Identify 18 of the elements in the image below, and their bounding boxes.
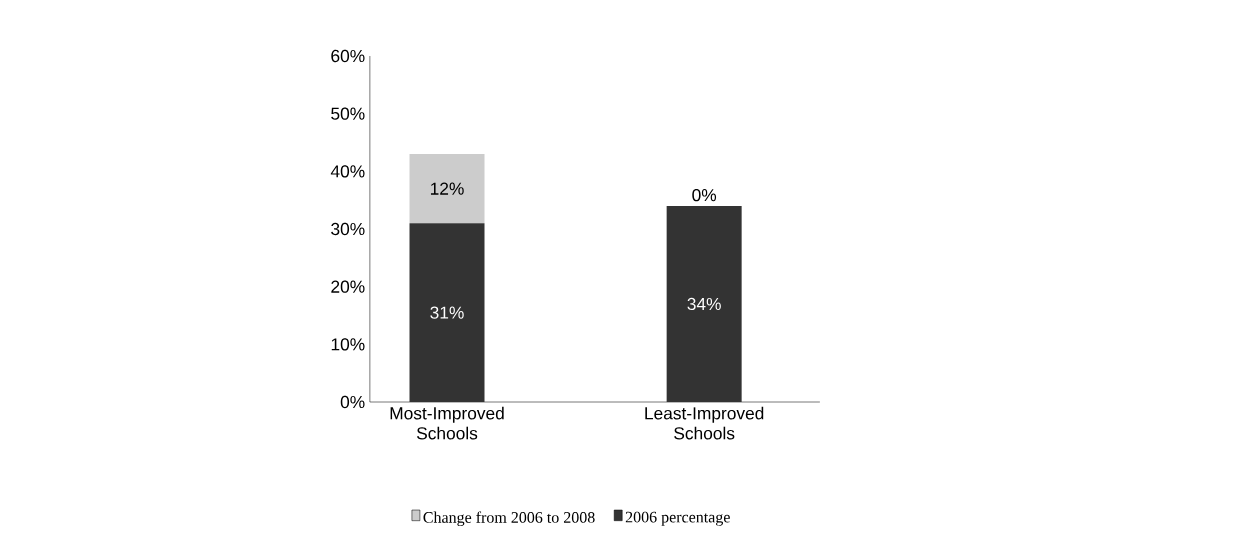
data-label: 0%: [692, 188, 717, 202]
y-tick-label: 20%: [331, 280, 365, 293]
bar: [409, 223, 485, 402]
legend-label: Change from 2006 to 2008: [423, 511, 595, 527]
data-label: 12%: [430, 182, 464, 195]
x-tick-label: Least-Improved Schools: [645, 406, 764, 440]
data-label: 31%: [430, 306, 464, 319]
y-tick-label: 40%: [330, 165, 365, 178]
x-tick-label: Most-Improved Schools: [390, 406, 504, 440]
legend-label: 2006 percentage: [625, 511, 730, 526]
bar: [666, 205, 742, 402]
bar: [409, 154, 485, 224]
y-tick-label: 10%: [331, 338, 365, 351]
y-tick-label: 60%: [331, 49, 365, 63]
y-tick-label: 0%: [340, 395, 365, 409]
y-tick-label: 30%: [331, 222, 365, 236]
y-tick-label: 50%: [331, 107, 365, 120]
data-label: 34%: [687, 297, 721, 311]
